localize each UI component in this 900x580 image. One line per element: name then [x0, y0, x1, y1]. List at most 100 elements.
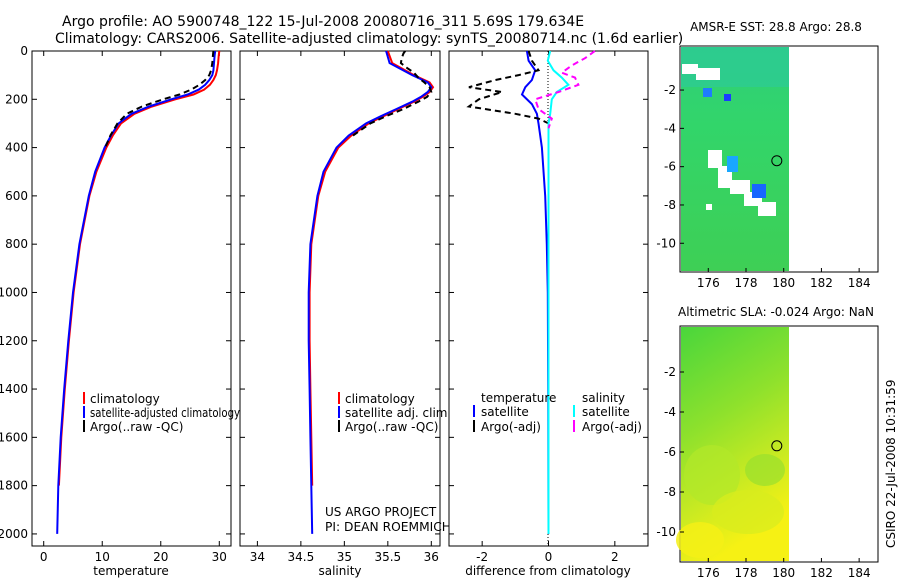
map-x-tick-label: 176 [697, 276, 720, 290]
map-x-tick-label: 182 [810, 566, 833, 580]
sst-cold-spot [703, 88, 712, 97]
legend-satellite-label: satellite adj. clim. [345, 406, 451, 420]
y-tick-label: 200 [5, 92, 28, 106]
series-line [520, 50, 550, 534]
sla-map-panel: Altimetric SLA: -0.024 Argo: NaN 176 178 1… [656, 305, 879, 580]
map-x-tick-label: 184 [848, 276, 871, 290]
sla-axis-ticks: 176 178 180 182 184 -2 -4 -6 -8 -10 [656, 365, 870, 580]
legend-climatology-label: climatology [90, 392, 160, 406]
map-x-tick-label: 176 [697, 566, 720, 580]
map-x-tick-label: 180 [772, 276, 795, 290]
legend-temp-satellite-label: satellite [481, 405, 529, 419]
sst-map-title: AMSR-E SST: 28.8 Argo: 28.8 [690, 20, 862, 34]
x-tick-label: 34 [250, 550, 265, 564]
series-line [466, 50, 549, 125]
y-tick-label: 1400 [0, 382, 28, 396]
map-x-tick-label: 178 [735, 276, 758, 290]
map-y-tick-label: -6 [664, 445, 676, 459]
map-y-tick-label: -8 [664, 198, 676, 212]
salinity-axes-box [239, 50, 441, 547]
sla-blob [745, 454, 785, 486]
sst-cloud-mask [682, 64, 776, 216]
legend-temperature-header: temperature [481, 391, 556, 405]
difference-panel: -2 0 2 difference from climatology tempera… [448, 50, 649, 578]
x-tick-label: 35 [337, 550, 352, 564]
map-y-tick-label: -10 [656, 525, 676, 539]
project-credit: US ARGO PROJECT [325, 505, 437, 519]
y-tick-label: 1800 [0, 479, 28, 493]
temperature-series [56, 50, 221, 534]
temperature-panel: 0 10 20 30 0 200 400 600 800 1000 1200 1400 1600 1800… [0, 44, 240, 578]
sla-blobs [676, 445, 785, 558]
legend-temp-argo-label: Argo(-adj) [481, 420, 541, 434]
cloud-patch [682, 64, 698, 74]
series-line [307, 50, 433, 534]
temperature-xlabel: temperature [93, 564, 168, 578]
cloud-patch [696, 68, 720, 80]
legend-sal-satellite-label: satellite [582, 405, 630, 419]
x-tick-label: 36 [424, 550, 439, 564]
x-tick-label: 30 [212, 550, 227, 564]
side-credit: CSIRO 22-Jul-2008 10:31:59 [884, 380, 898, 548]
difference-ticks: -2 0 2 [449, 50, 648, 564]
map-x-tick-label: 182 [810, 276, 833, 290]
x-tick-label: 0 [545, 550, 553, 564]
map-x-tick-label: 178 [735, 566, 758, 580]
argo-location-marker [771, 155, 783, 167]
series-line [104, 50, 215, 148]
sst-map-panel: AMSR-E SST: 28.8 Argo: 28.8 176 178 180 182… [656, 20, 879, 290]
cloud-patch [758, 202, 776, 216]
x-tick-label: 0 [40, 550, 48, 564]
series-line [352, 50, 433, 137]
difference-legend: temperature satellite Argo(-adj) salinit… [473, 391, 642, 434]
sst-cold-spot [724, 94, 731, 101]
sla-blob [676, 522, 724, 558]
x-tick-label: 10 [95, 550, 110, 564]
map-x-tick-label: 184 [848, 566, 871, 580]
sla-blob [684, 445, 740, 505]
map-y-tick-label: -2 [664, 83, 676, 97]
map-y-tick-label: -2 [664, 365, 676, 379]
legend-argo-label: Argo(..raw -QC) [90, 420, 183, 434]
sst-warm-band [681, 47, 789, 87]
x-tick-label: 35.5 [374, 550, 401, 564]
y-tick-label: 400 [5, 141, 28, 155]
figure-title-line2: Climatology: CARS2006. Satellite-adjuste… [55, 31, 683, 47]
x-tick-label: 2 [611, 550, 619, 564]
y-tick-label: 1200 [0, 334, 28, 348]
salinity-legend: climatology satellite adj. clim. Argo(..… [338, 392, 451, 434]
y-tick-label: 1000 [0, 285, 28, 299]
difference-xlabel: difference from climatology [465, 564, 631, 578]
map-y-tick-label: -6 [664, 160, 676, 174]
x-tick-label: -2 [476, 550, 488, 564]
series-line [56, 50, 217, 534]
series-line [546, 50, 570, 534]
y-tick-label: 800 [5, 237, 28, 251]
y-tick-label: 600 [5, 189, 28, 203]
legend-sal-argo-label: Argo(-adj) [582, 420, 642, 434]
y-tick-label: 0 [20, 44, 28, 58]
map-x-tick-label: 180 [772, 566, 795, 580]
y-tick-label: 1600 [0, 430, 28, 444]
map-y-tick-label: -8 [664, 485, 676, 499]
temperature-legend: climatology satellite-adjusted climatolo… [83, 392, 240, 434]
x-tick-label: 34.5 [288, 550, 315, 564]
figure-title-line1: Argo profile: AO 5900748_122 15-Jul-2008… [62, 14, 584, 30]
argo-location-marker [771, 440, 783, 452]
series-line [533, 50, 596, 129]
map-y-tick-label: -4 [664, 405, 676, 419]
salinity-panel: 34 34.5 35 35.5 36 salinity climatology sate… [239, 50, 451, 578]
cloud-patch [706, 204, 712, 210]
sst-axis-ticks: 176 178 180 182 184 -2 -4 -6 -8 -10 [656, 83, 870, 290]
y-tick-label: 2000 [0, 527, 28, 541]
legend-argo-label: Argo(..raw -QC) [345, 420, 438, 434]
salinity-xlabel: salinity [318, 564, 361, 578]
x-tick-label: 20 [153, 550, 168, 564]
salinity-ticks: 34 34.5 35 35.5 36 [240, 50, 440, 564]
cloud-patch [708, 150, 722, 168]
pi-credit: PI: DEAN ROEMMICH [325, 520, 451, 534]
legend-satellite-label: satellite-adjusted climatology [90, 406, 240, 420]
map-y-tick-label: -4 [664, 121, 676, 135]
sla-blob [712, 490, 784, 534]
